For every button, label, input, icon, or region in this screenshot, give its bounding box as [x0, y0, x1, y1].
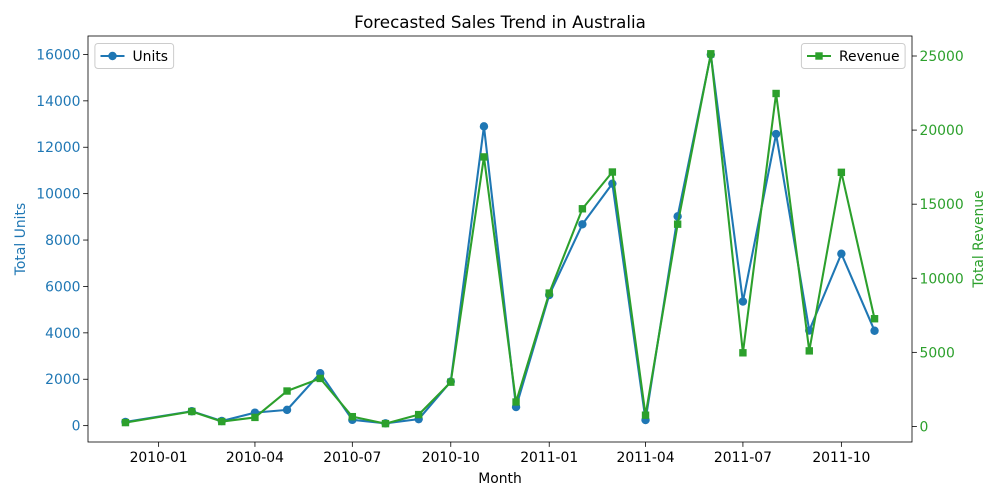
left-y-tick-label: 0	[72, 419, 81, 435]
revenue-point	[348, 412, 357, 421]
revenue-point	[641, 411, 650, 419]
revenue-legend: Revenue	[800, 43, 906, 69]
legend-label: Revenue	[839, 49, 900, 65]
revenue-point	[772, 89, 780, 98]
legend-layer: Units Revenue	[94, 43, 906, 69]
revenue-point	[578, 205, 587, 213]
right-y-tick-label: 25000	[920, 49, 964, 65]
revenue-point	[545, 289, 553, 297]
left-y-tick-label: 4000	[45, 326, 80, 342]
revenue-point	[283, 387, 291, 395]
left-y-tick-label: 10000	[36, 187, 80, 203]
chart-title: Forecasted Sales Trend in Australia	[354, 12, 646, 32]
right-y-tick-label: 15000	[920, 197, 964, 213]
revenue-point	[870, 315, 879, 323]
left-y-tick-label: 14000	[36, 94, 80, 110]
right-y-tick-label: 0	[920, 419, 929, 435]
left-y-tick-label: 2000	[45, 372, 80, 388]
right-y-tick-label: 20000	[920, 123, 964, 139]
revenue-point	[739, 349, 747, 357]
revenue-point	[837, 168, 846, 177]
units-point	[870, 326, 879, 335]
revenue-point	[447, 378, 455, 386]
left-y-tick-label: 6000	[45, 279, 80, 295]
revenue-point	[381, 419, 390, 428]
units-point	[578, 220, 587, 229]
revenue-point	[218, 417, 226, 426]
legend-box	[800, 43, 906, 69]
revenue-point	[316, 374, 324, 383]
revenue-point	[707, 50, 715, 58]
x-tick-label: 2010-04	[226, 450, 284, 466]
revenue-point	[480, 153, 488, 161]
left-y-tick-label: 16000	[36, 47, 80, 63]
x-axis-title: Month	[478, 471, 522, 487]
legend-label: Units	[133, 49, 169, 65]
plot-frame-layer	[87, 35, 913, 443]
units-point	[479, 122, 489, 131]
right-y-tick-label: 5000	[920, 345, 955, 361]
series-layer	[121, 50, 879, 428]
x-tick-label: 2011-01	[520, 450, 578, 466]
x-tick-label: 2010-07	[323, 450, 381, 466]
revenue-series	[121, 50, 879, 428]
revenue-point	[608, 168, 617, 176]
units-point	[282, 405, 292, 415]
revenue-point	[414, 410, 423, 419]
axis-ticks-layer: 2010-01 2010-04 2010-07 2010-10 2011-01 2011-…	[36, 47, 963, 466]
revenue-point	[251, 413, 259, 422]
units-point	[837, 249, 846, 258]
right-y-tick-label: 10000	[920, 271, 964, 287]
revenue-point	[805, 347, 813, 355]
legend-box	[94, 43, 175, 69]
left-y-axis-title: Total Units	[13, 203, 29, 276]
x-tick-label: 2011-04	[617, 450, 675, 466]
units-point	[771, 129, 781, 139]
plot-frame	[87, 35, 913, 443]
x-tick-label: 2010-01	[130, 450, 188, 466]
x-tick-label: 2011-10	[812, 450, 870, 466]
units-point	[738, 297, 748, 306]
units-legend-marker	[108, 51, 117, 61]
revenue-point	[512, 398, 520, 406]
units-legend: Units	[94, 43, 175, 69]
x-tick-label: 2011-07	[714, 450, 772, 466]
revenue-point	[121, 418, 130, 427]
right-y-axis-title: Total Revenue	[971, 190, 987, 288]
left-y-tick-label: 8000	[45, 233, 80, 249]
left-y-tick-label: 12000	[36, 140, 80, 156]
revenue-point	[188, 407, 196, 416]
revenue-legend-marker	[815, 52, 823, 60]
x-tick-label: 2010-10	[422, 450, 480, 466]
revenue-point	[673, 220, 682, 228]
